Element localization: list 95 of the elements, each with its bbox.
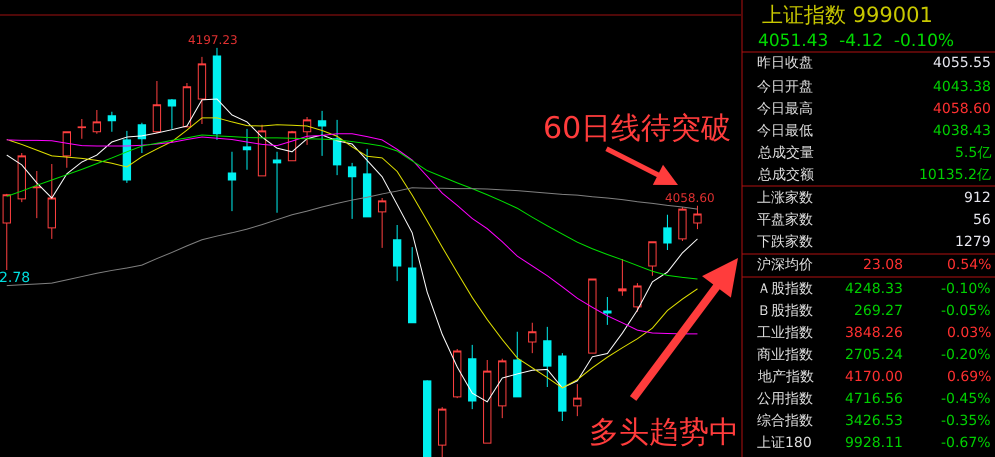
candlestick <box>468 344 476 410</box>
candlestick <box>423 380 432 457</box>
candlestick <box>18 152 26 203</box>
text: 地产指数 <box>757 369 814 385</box>
candlestick <box>362 148 372 218</box>
candlestick <box>78 118 86 140</box>
text: 1279 <box>955 234 991 250</box>
text: 沪深均价 <box>757 257 813 273</box>
text: 4058.60 <box>933 101 991 117</box>
text: 3848.26 <box>845 325 903 341</box>
text: 今日最高 <box>757 101 813 117</box>
candlestick <box>2 193 11 271</box>
candlestick <box>453 348 462 399</box>
candlestick <box>603 296 612 326</box>
candlestick <box>228 151 236 212</box>
candlestick <box>558 352 566 422</box>
candlestick <box>272 151 282 214</box>
candlestick <box>242 128 252 170</box>
candlestick <box>588 278 597 354</box>
text: 5.5亿 <box>955 145 992 161</box>
text: -0.35% <box>941 413 991 429</box>
candlestick <box>528 322 536 354</box>
text: 上证指数 999001 <box>762 3 933 27</box>
candlestick <box>378 198 386 248</box>
text: 4248.33 <box>845 281 903 297</box>
candlestick <box>618 258 627 296</box>
text: 今日最低 <box>757 123 813 139</box>
candlestick <box>678 206 687 242</box>
text: 商业指数 <box>757 347 813 363</box>
candlestick <box>648 241 657 276</box>
annotation: 2.78 <box>0 270 30 286</box>
text: 23.08 <box>863 257 904 273</box>
candlestick <box>32 170 41 219</box>
candlestick <box>348 162 356 220</box>
text: 4051.43 -4.12 -0.10% <box>758 31 954 51</box>
text: 4197.23 <box>188 33 238 47</box>
candlestick <box>663 214 672 250</box>
text: 4170.00 <box>845 369 903 385</box>
candlestick <box>633 282 642 312</box>
annotation: 多头趋势中 <box>589 415 739 450</box>
candlestick <box>498 358 506 419</box>
candlestick <box>138 122 146 154</box>
text: 下跌家数 <box>757 234 813 250</box>
candlestick <box>168 98 176 130</box>
text: 3426.53 <box>845 413 903 429</box>
text: -0.67% <box>941 435 991 451</box>
text: 昨日收盘 <box>757 55 813 71</box>
text: -0.45% <box>941 391 991 407</box>
text: 9928.11 <box>845 435 903 451</box>
candlestick <box>332 119 342 176</box>
text: 56 <box>973 212 991 228</box>
candlestick <box>122 130 132 184</box>
candlestick <box>483 360 492 444</box>
text: 工业指数 <box>757 325 813 341</box>
candlestick <box>182 82 192 128</box>
candlestick <box>198 56 206 124</box>
text: 4038.43 <box>933 123 991 139</box>
text: Ａ股指数 <box>757 281 813 297</box>
text: 4055.55 <box>933 55 991 71</box>
text: 公用指数 <box>757 391 813 407</box>
text: 269.27 <box>854 303 903 319</box>
text: 综合指数 <box>757 413 813 429</box>
text: 2705.24 <box>845 347 903 363</box>
candlestick <box>693 205 702 230</box>
text: 平盘家数 <box>757 212 813 228</box>
candlestick <box>573 384 582 417</box>
annotation: 60日线待突破 <box>543 111 732 146</box>
text: -0.05% <box>941 303 991 319</box>
text: 10135.2亿 <box>919 167 991 183</box>
text: 今日开盘 <box>757 79 813 95</box>
text: -0.10% <box>941 281 991 297</box>
text: Ｂ股指数 <box>757 303 813 319</box>
candlestick <box>408 246 416 324</box>
candlestick <box>318 110 326 156</box>
text: 912 <box>964 190 991 206</box>
candlestick <box>212 47 222 140</box>
text: 0.03% <box>947 325 992 341</box>
candlestick <box>62 131 71 168</box>
annotation: 4058.60 <box>665 191 715 205</box>
text: 总成交量 <box>757 145 814 161</box>
candlestick <box>513 331 522 398</box>
candlestick <box>48 164 56 240</box>
text: 4716.56 <box>845 391 903 407</box>
text: 4043.38 <box>933 79 991 95</box>
text: 总成交额 <box>757 167 814 183</box>
text: -0.20% <box>941 347 991 363</box>
text: 上证180 <box>757 435 812 451</box>
text: 上涨家数 <box>757 190 813 206</box>
candlestick <box>152 80 162 134</box>
text: 0.54% <box>947 257 992 273</box>
candlestick <box>543 326 552 388</box>
candlestick <box>392 224 402 282</box>
candlestick <box>92 110 102 134</box>
candlestick <box>108 111 116 132</box>
text: 0.69% <box>947 369 992 385</box>
